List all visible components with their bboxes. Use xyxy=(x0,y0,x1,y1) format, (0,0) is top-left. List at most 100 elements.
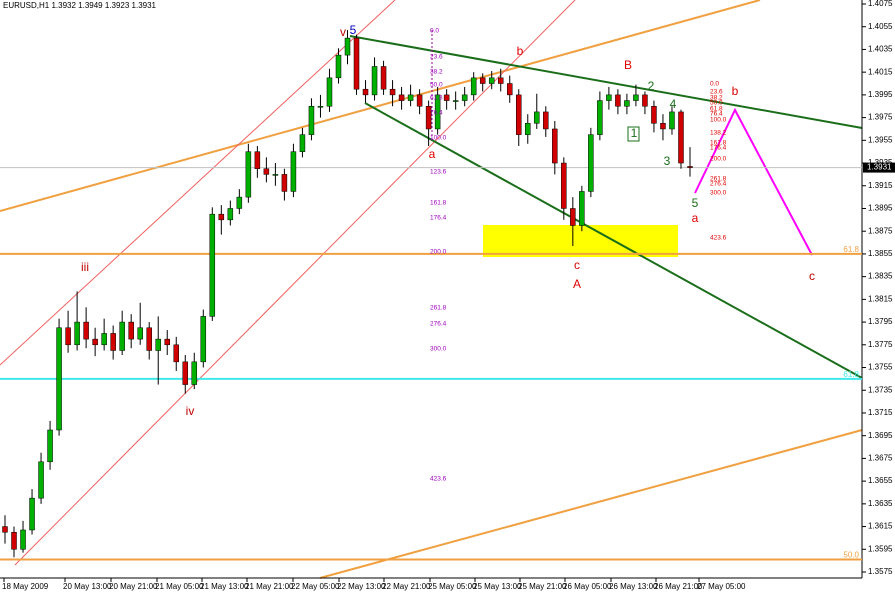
candle-body xyxy=(74,321,80,346)
x-tick-label: 27 May 05:00 xyxy=(697,582,746,591)
wave-label: a xyxy=(692,211,699,225)
fib-label: 61.8 xyxy=(710,106,723,113)
y-tick-label: 1.4075 xyxy=(868,0,893,8)
y-tick-label: 1.3895 xyxy=(868,204,893,213)
y-tick-label: 1.3975 xyxy=(868,113,893,122)
candle-body xyxy=(200,316,207,363)
candle-body xyxy=(642,94,648,107)
fib-label: 423.6 xyxy=(710,235,727,242)
candle-body xyxy=(173,344,179,363)
x-tick-label: 25 May 21:00 xyxy=(518,582,567,591)
candle-body xyxy=(497,77,504,84)
candle-body xyxy=(218,213,225,221)
fib-label: 61.8 xyxy=(430,95,443,102)
y-tick-label: 1.3675 xyxy=(868,454,893,463)
candle-body xyxy=(20,529,26,550)
candle-body xyxy=(389,88,396,96)
candle-body xyxy=(110,333,116,351)
candle-body xyxy=(543,111,549,130)
candle-body xyxy=(128,321,134,340)
x-tick-label: 22 May 13:00 xyxy=(337,582,386,591)
candle-body xyxy=(461,94,468,101)
candle-body xyxy=(191,361,198,385)
fib-label: 276.4 xyxy=(710,181,727,188)
candle-body xyxy=(245,151,252,198)
candle-body xyxy=(101,333,107,346)
y-tick-label: 1.3875 xyxy=(868,226,893,235)
wave-label: A xyxy=(573,277,581,291)
y-tick-label: 1.3635 xyxy=(868,499,893,508)
wave-label: 2 xyxy=(648,79,655,93)
y-tick-label: 1.4015 xyxy=(868,67,893,76)
fib-label: 200.0 xyxy=(430,249,447,256)
x-tick-label: 26 May 21:00 xyxy=(654,582,703,591)
trend-line xyxy=(349,35,863,129)
wave-label: B xyxy=(624,58,632,72)
candle-body xyxy=(308,105,315,135)
trend-line xyxy=(364,102,863,379)
candle-body xyxy=(398,94,405,101)
wave-label: iii xyxy=(81,260,89,274)
wave-box xyxy=(627,126,640,142)
trend-line xyxy=(319,429,863,579)
fib-label: 161.8 xyxy=(710,140,727,147)
candle-body xyxy=(209,213,216,317)
y-tick-label: 1.3855 xyxy=(868,249,893,258)
wave-label: 3 xyxy=(664,154,671,168)
fib-label: 50.0 xyxy=(710,100,723,107)
x-tick-label: 21 May 21:00 xyxy=(245,582,294,591)
candle-body xyxy=(470,77,477,96)
wave-label: 5 xyxy=(692,196,699,210)
candle-body xyxy=(326,77,333,107)
candle-body xyxy=(362,88,369,96)
candle-body xyxy=(263,168,270,175)
candle-body xyxy=(344,37,351,56)
wave-label: 4 xyxy=(670,97,677,111)
candle-body xyxy=(525,123,531,135)
y-tick-label: 1.3695 xyxy=(868,431,893,440)
candle-body xyxy=(290,151,297,192)
target-zone xyxy=(483,225,678,257)
y-tick-label: 1.3755 xyxy=(868,363,893,372)
x-tick-label: 25 May 05:00 xyxy=(428,582,477,591)
candle-body xyxy=(281,174,288,192)
fib-label: 76.4 xyxy=(430,110,443,117)
candle-body xyxy=(83,321,89,340)
fib-label: 123.6 xyxy=(430,169,447,176)
y-tick-label: 1.3715 xyxy=(868,408,893,417)
candle-body xyxy=(119,321,125,351)
candle-body xyxy=(552,128,558,164)
candle-body xyxy=(2,526,8,533)
x-tick-label: 26 May 05:00 xyxy=(563,582,612,591)
y-tick-label: 1.3955 xyxy=(868,135,893,144)
wave-label: v xyxy=(340,25,346,39)
y-tick-label: 1.4055 xyxy=(868,22,893,31)
fib-label: 261.8 xyxy=(430,305,447,312)
x-tick-label: 20 May 21:00 xyxy=(109,582,158,591)
candle-body xyxy=(29,497,35,531)
candle-body xyxy=(407,94,414,101)
candle-body xyxy=(65,327,71,346)
candle-body xyxy=(579,191,585,226)
fib-label: 300.0 xyxy=(430,346,447,353)
candle-body xyxy=(606,94,612,101)
projection xyxy=(694,107,813,256)
candle-body xyxy=(416,94,423,107)
candle-body xyxy=(660,123,666,130)
y-tick-label: 1.3735 xyxy=(868,385,893,394)
y-tick-label: 1.3595 xyxy=(868,544,893,553)
candle-body xyxy=(588,134,594,192)
candle-body xyxy=(92,338,98,346)
candle-body xyxy=(164,338,170,346)
wave-label: iv xyxy=(186,404,195,418)
x-tick-label: 21 May 05:00 xyxy=(155,582,204,591)
fib-label: 423.6 xyxy=(430,476,447,483)
chart-title: EURUSD,H1 1.3932 1.3949 1.3923 1.3931 xyxy=(3,1,157,10)
wave-label: c xyxy=(809,269,815,283)
fib-label: 138.2 xyxy=(710,130,727,137)
y-tick-label: 1.3795 xyxy=(868,317,893,326)
fib-label: 261.8 xyxy=(710,176,727,183)
candle-body xyxy=(353,37,360,90)
fib-label: 200.0 xyxy=(710,156,727,163)
